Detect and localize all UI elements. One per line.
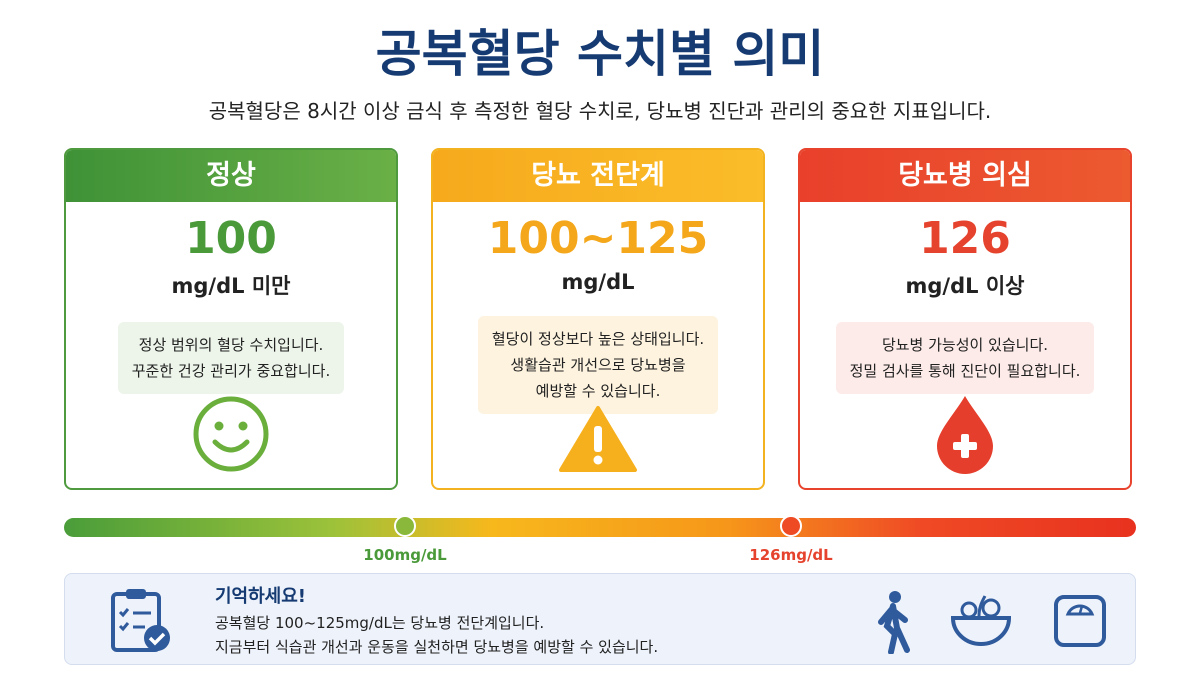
title: 공복혈당 수치별 의미 [375,25,825,83]
blood-drop-icon [937,396,993,474]
scale-icon [1054,595,1106,647]
card-desc: 정상 범위의 혈당 수치입니다. 꾸준한 건강 관리가 중요합니다. [117,322,345,394]
desc-line: 생활습관 개선으로 당뇨병을 [510,356,686,374]
smile-icon [193,396,269,472]
note-box: 기억하세요! 공복혈당 100~125mg/dL는 당뇨병 전단계입니다. 지금… [64,573,1136,665]
card-title: 정상 [66,150,396,202]
desc-line: 예방할 수 있습니다. [535,382,661,400]
desc-line: 혈당이 정상보다 높은 상태입니다. [491,330,705,348]
marker-dot [394,515,416,537]
salad-icon [950,595,1012,646]
marker-label: 126mg/dL [749,546,833,564]
desc-line: 정상 범위의 혈당 수치입니다. [138,336,324,354]
marker-label: 100mg/dL [363,546,447,564]
card-normal: 정상 100 mg/dL 미만 정상 범위의 혈당 수치입니다. 꾸준한 건강 관… [64,148,398,490]
desc-line: 정밀 검사를 통해 진단이 필요합니다. [849,362,1081,380]
card-prediabetes: 당뇨 전단계 100~125 mg/dL 혈당이 정상보다 높은 상태입니다. 생… [431,148,765,490]
note-title: 기억하세요! [215,586,307,607]
card-title: 당뇨 전단계 [433,150,763,202]
card-value: 100~125 [487,213,709,264]
subtitle: 공복혈당은 8시간 이상 금식 후 측정한 혈당 수치로, 당뇨병 진단과 관리… [208,99,992,123]
desc-line: 꾸준한 건강 관리가 중요합니다. [131,362,331,380]
card-value: 126 [919,213,1011,264]
clipboard-icon [111,589,170,652]
marker-dot [780,515,802,537]
card-diabetes: 당뇨병 의심 126 mg/dL 이상 당뇨병 가능성이 있습니다. 정밀 검사를… [798,148,1132,490]
card-unit: mg/dL 미만 [171,274,291,298]
card-desc: 당뇨병 가능성이 있습니다. 정밀 검사를 통해 진단이 필요합니다. [835,322,1095,394]
warning-icon [559,406,637,472]
card-unit: mg/dL [561,270,635,294]
note-line: 공복혈당 100~125mg/dL는 당뇨병 전단계입니다. [215,614,545,632]
note-line: 지금부터 식습관 개선과 운동을 실천하면 당뇨병을 예방할 수 있습니다. [215,638,659,656]
card-title: 당뇨병 의심 [800,150,1130,202]
desc-line: 당뇨병 가능성이 있습니다. [881,336,1049,354]
risk-gradient-bar [64,518,1136,537]
walking-icon [878,591,910,654]
card-value: 100 [185,213,277,264]
card-unit: mg/dL 이상 [905,274,1025,298]
